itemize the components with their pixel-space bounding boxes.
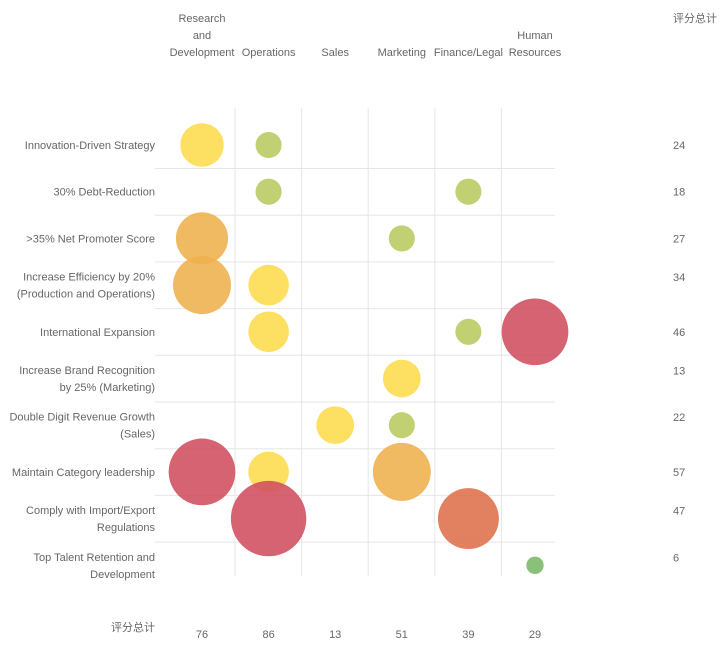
row-label: Increase Efficiency by 20% — [23, 272, 155, 284]
row-label: Top Talent Retention and — [34, 552, 156, 564]
bubble — [382, 359, 421, 398]
row-total: 13 — [673, 366, 685, 378]
row-label: Regulations — [97, 522, 156, 534]
row-total: 27 — [673, 233, 685, 245]
row-label: Double Digit Revenue Growth — [9, 412, 155, 424]
column-total: 76 — [196, 629, 208, 641]
row-label: (Sales) — [120, 429, 155, 441]
row-label: (Production and Operations) — [17, 289, 155, 301]
bubble — [168, 438, 236, 506]
column-total: 39 — [462, 629, 474, 641]
row-total: 22 — [673, 412, 685, 424]
row-label: Development — [90, 569, 155, 581]
column-header: and — [193, 30, 211, 42]
bubble — [372, 442, 431, 501]
row-label: Comply with Import/Export — [26, 505, 155, 517]
bubble — [175, 212, 229, 265]
bubble — [455, 178, 482, 205]
column-header: Human — [517, 30, 552, 42]
row-label: International Expansion — [40, 327, 155, 339]
row-total: 47 — [673, 506, 685, 518]
row-total: 24 — [673, 140, 685, 152]
row-label: 30% Debt-Reduction — [53, 187, 155, 199]
row-total-header: 评分总计 — [673, 11, 717, 25]
row-label: Innovation-Driven Strategy — [25, 140, 156, 152]
row-total: 18 — [673, 187, 685, 199]
column-header: Operations — [242, 47, 296, 59]
bubble — [437, 488, 499, 550]
column-header: Sales — [321, 47, 349, 59]
bubble — [388, 412, 415, 439]
bubble — [255, 178, 282, 205]
column-total: 51 — [396, 629, 408, 641]
column-header: Development — [170, 47, 235, 59]
bubble — [526, 556, 544, 574]
column-header: Research — [178, 13, 225, 25]
bubble — [455, 318, 482, 345]
row-total: 34 — [673, 272, 685, 284]
column-header: Finance/Legal — [434, 47, 503, 59]
bubble — [388, 225, 415, 252]
bubble — [180, 123, 224, 167]
bubble — [173, 256, 231, 315]
row-label: Increase Brand Recognition — [19, 365, 155, 377]
bubble — [248, 311, 289, 353]
column-total: 86 — [262, 629, 274, 641]
row-label: >35% Net Promoter Score — [26, 233, 155, 245]
column-header: Marketing — [378, 47, 426, 59]
row-total: 57 — [673, 467, 685, 479]
column-header: Resources — [509, 47, 562, 59]
row-total: 46 — [673, 327, 685, 339]
bubble — [316, 406, 355, 445]
row-total: 6 — [673, 552, 679, 564]
row-label: by 25% (Marketing) — [60, 382, 155, 394]
bubble — [255, 131, 282, 159]
bubble — [501, 298, 569, 366]
bubble — [230, 480, 307, 557]
bubble — [248, 451, 289, 493]
bubble — [248, 264, 289, 306]
column-total-header: 评分总计 — [111, 620, 155, 634]
column-total: 29 — [529, 629, 541, 641]
column-total: 13 — [329, 629, 341, 641]
row-label: Maintain Category leadership — [12, 467, 155, 479]
